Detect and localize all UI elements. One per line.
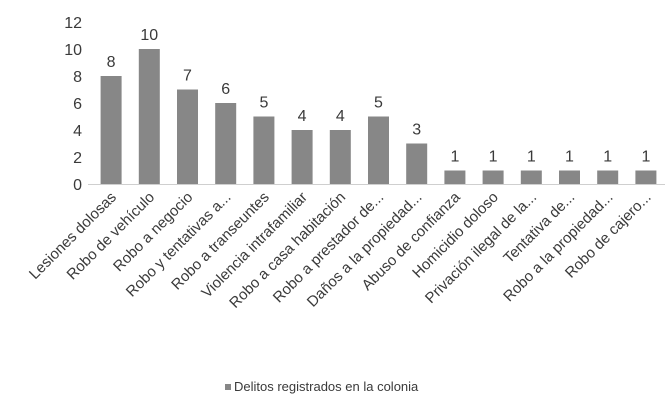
bar <box>100 76 122 184</box>
value-label: 4 <box>336 108 345 125</box>
y-tick-label: 10 <box>64 42 82 59</box>
bar <box>482 170 504 184</box>
value-label: 4 <box>298 108 307 125</box>
value-label: 1 <box>565 149 574 166</box>
y-tick-label: 6 <box>73 96 82 113</box>
value-label: 10 <box>140 27 158 44</box>
bar <box>444 170 466 184</box>
bar <box>368 116 389 184</box>
legend-label: Delitos registrados en la colonia <box>234 379 419 394</box>
y-tick-label: 0 <box>73 177 82 194</box>
value-label: 8 <box>107 54 116 71</box>
value-label: 5 <box>374 95 383 112</box>
y-tick-label: 2 <box>73 150 82 167</box>
value-labels-group: 8 10 7 6 5 4 4 5 3 1 1 1 1 1 1 <box>107 27 651 166</box>
y-tick-label: 8 <box>73 69 82 86</box>
bar <box>520 170 542 184</box>
bar <box>406 143 428 184</box>
value-label: 1 <box>641 149 650 166</box>
y-tick-label: 12 <box>64 15 82 32</box>
bar <box>635 170 657 184</box>
value-label: 5 <box>259 95 268 112</box>
value-label: 1 <box>527 149 536 166</box>
bar <box>597 170 619 184</box>
y-axis-ticks: 0 2 4 6 8 10 12 <box>64 15 82 194</box>
bar <box>253 116 275 184</box>
value-label: 3 <box>412 122 421 139</box>
value-label: 7 <box>183 68 192 85</box>
bar <box>329 130 351 184</box>
bar <box>559 170 580 184</box>
bar <box>177 89 198 184</box>
bar <box>138 49 160 184</box>
value-label: 6 <box>221 81 230 98</box>
legend: Delitos registrados en la colonia <box>225 379 419 394</box>
value-label: 1 <box>603 149 612 166</box>
legend-swatch <box>225 384 231 390</box>
bar <box>215 103 237 184</box>
value-label: 1 <box>489 149 498 166</box>
bar <box>291 130 313 184</box>
bars-group <box>100 49 657 184</box>
y-tick-label: 4 <box>73 123 82 140</box>
value-label: 1 <box>450 149 459 166</box>
